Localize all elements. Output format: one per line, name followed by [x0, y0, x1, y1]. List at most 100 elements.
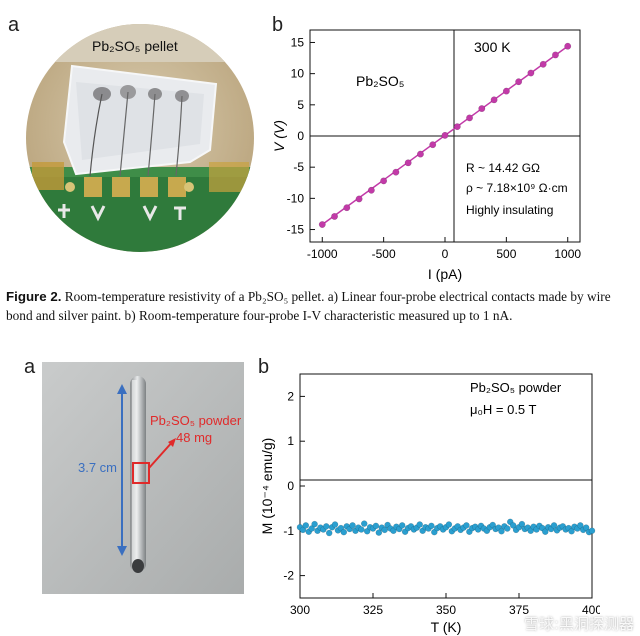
- mt-xtick-label: 375: [509, 603, 529, 617]
- iv-xtick-label: 0: [442, 247, 449, 261]
- iv-chart: -1000 -500 0 500 1000 -15 -10 -5 0 5 10 15 V (V) I …: [271, 29, 581, 282]
- iv-data-point: [466, 114, 473, 122]
- mt-data-point: [381, 526, 388, 534]
- sample-label-line2: 48 mg: [176, 430, 213, 445]
- mt-data-point: [340, 528, 348, 536]
- iv-ylabel: V (V): [271, 120, 287, 152]
- mt-ytick-label: -2: [283, 569, 294, 583]
- mt-xtick-label: 300: [290, 603, 310, 617]
- mt-data-point: [323, 523, 330, 530]
- caption-figure-number: Figure 2.: [6, 289, 62, 304]
- fig3-panel-a-label: a: [24, 356, 36, 378]
- iv-data-point: [552, 51, 559, 59]
- mt-data-point: [375, 529, 383, 536]
- mt-data-point: [577, 522, 584, 529]
- iv-xtick-label: 1000: [554, 247, 581, 261]
- iv-data-point: [527, 69, 535, 77]
- mt-data-point: [311, 520, 318, 528]
- iv-xlabel: I (pA): [428, 266, 462, 282]
- iv-ytick-label: -5: [293, 160, 304, 174]
- mt-data-point: [416, 521, 423, 528]
- sample-label-line1: Pb₂SO₅ powder: [150, 413, 242, 428]
- mt-ytick-label: 0: [287, 479, 294, 493]
- iv-data-point: [539, 60, 547, 68]
- mt-xtick-label: 350: [436, 603, 456, 617]
- iv-data-point: [355, 195, 363, 203]
- mt-data-point: [509, 522, 517, 529]
- iv-annotation-resistance: R ~ 14.42 GΩ: [466, 161, 540, 175]
- mt-data-point: [582, 524, 590, 531]
- iv-annotation-insulating: Highly insulating: [466, 203, 553, 217]
- iv-data-point: [343, 204, 351, 212]
- iv-data-point: [441, 131, 449, 139]
- mt-plot-frame: [299, 373, 593, 599]
- iv-data-point: [478, 105, 486, 113]
- mt-data-point: [588, 527, 596, 535]
- caption-text: Room-temperature resistivity of a Pb₂SO₅…: [6, 289, 611, 323]
- mt-data-point: [463, 522, 470, 529]
- mt-data-point: [372, 522, 380, 530]
- magnetization-chart: 300 325 350 375 400 -2 -1 0 1 2 M (10⁻⁴ emu/g) T …: [259, 373, 600, 635]
- iv-data-point: [564, 42, 572, 50]
- mt-data-point: [360, 520, 368, 527]
- mt-ylabel: M (10⁻⁴ emu/g): [259, 438, 275, 535]
- mt-data-point: [331, 521, 339, 528]
- mt-ytick-label: 2: [287, 389, 294, 403]
- mt-data-point: [568, 527, 575, 535]
- mt-data-point: [308, 525, 315, 532]
- iv-data-point: [453, 123, 461, 131]
- mt-data-point: [542, 528, 549, 535]
- sample-tube-photo: [42, 362, 244, 594]
- iv-xtick-label: 500: [496, 247, 516, 261]
- mt-annotation-field: μ₀H = 0.5 T: [470, 402, 537, 417]
- pellet-photo-label: Pb₂SO₅ pellet: [92, 38, 178, 54]
- iv-annotation-temp: 300 K: [474, 39, 511, 55]
- fig2-panel-a-label: a: [8, 14, 20, 36]
- iv-annotation-resistivity: ρ ~ 7.18×10⁹ Ω·cm: [466, 181, 568, 195]
- mt-data-point: [428, 522, 435, 530]
- mt-data-point: [498, 527, 505, 535]
- iv-data-point: [367, 186, 375, 194]
- iv-data-point: [392, 168, 400, 176]
- pellet-photo: [24, 22, 256, 254]
- mt-xtick-label: 400: [582, 603, 600, 617]
- iv-ytick-label: 5: [297, 98, 304, 112]
- iv-data-point: [417, 150, 424, 158]
- iv-annotation-compound: Pb₂SO₅: [356, 73, 404, 89]
- mt-data-point: [299, 526, 307, 534]
- iv-ytick-label: 10: [291, 67, 305, 81]
- fig2-panel-b-label: b: [272, 14, 284, 36]
- mt-data-point: [518, 520, 526, 528]
- iv-xtick-label: -500: [372, 247, 396, 261]
- mt-data-point: [445, 521, 453, 528]
- iv-data-point: [331, 212, 338, 220]
- mt-data-point: [550, 522, 558, 529]
- mt-xtick-label: 325: [363, 603, 383, 617]
- mt-data-point: [358, 526, 365, 533]
- iv-data-point: [318, 221, 326, 228]
- iv-xtick-label: -1000: [307, 247, 338, 261]
- mt-ytick-label: -1: [283, 524, 294, 538]
- iv-data-point: [429, 141, 437, 149]
- iv-data-point: [515, 78, 523, 86]
- watermark-text: 雪球:黑洞探测器: [523, 615, 634, 633]
- mt-ytick-label: 1: [287, 434, 294, 448]
- mt-data-point: [349, 522, 356, 529]
- figure2-caption: Figure 2. Room-temperature resistivity o…: [6, 287, 634, 325]
- iv-ytick-label: -10: [287, 191, 305, 205]
- mt-data-point: [504, 525, 511, 532]
- mt-data-point: [398, 522, 406, 529]
- mt-xlabel: T (K): [431, 619, 462, 635]
- mt-annotation-sample: Pb₂SO₅ powder: [470, 380, 562, 395]
- iv-data-point: [502, 87, 510, 95]
- iv-data-point: [380, 177, 388, 185]
- fig3-panel-b-label: b: [258, 356, 270, 378]
- mt-data-point: [302, 522, 310, 529]
- iv-ytick-label: -15: [287, 223, 305, 237]
- mt-data-point: [325, 529, 333, 537]
- iv-data-point: [404, 159, 412, 167]
- iv-data-point: [490, 96, 498, 104]
- iv-ytick-label: 15: [291, 35, 305, 49]
- tube-length-label: 3.7 cm: [78, 460, 118, 475]
- iv-ytick-label: 0: [297, 129, 304, 143]
